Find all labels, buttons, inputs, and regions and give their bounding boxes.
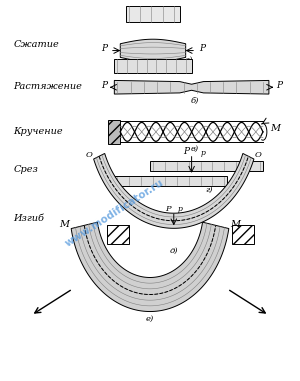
Bar [150, 162, 263, 171]
Text: Срез: Срез [13, 165, 38, 174]
Text: г): г) [206, 186, 213, 194]
Text: P: P [183, 147, 189, 157]
Text: M: M [230, 220, 240, 229]
Text: M: M [60, 220, 70, 229]
Text: M: M [270, 124, 280, 133]
Text: P: P [199, 44, 205, 53]
Bar [114, 176, 227, 186]
Polygon shape [114, 80, 269, 94]
Text: P: P [101, 81, 107, 90]
Text: Изгиб: Изгиб [13, 215, 44, 223]
Text: www.modificator.ru: www.modificator.ru [63, 178, 166, 249]
Text: Растяжение: Растяжение [13, 82, 82, 91]
Text: б): б) [190, 97, 199, 105]
Bar [114, 59, 192, 73]
Text: O: O [86, 151, 93, 159]
Text: р: р [201, 149, 206, 157]
Text: р: р [177, 205, 182, 213]
Bar [126, 6, 180, 22]
Bar [107, 224, 129, 244]
Polygon shape [120, 39, 186, 62]
Polygon shape [71, 222, 229, 312]
Text: а): а) [184, 56, 193, 64]
Polygon shape [94, 154, 254, 228]
Text: Сжатие: Сжатие [13, 40, 59, 50]
Bar [108, 120, 120, 144]
Text: д): д) [169, 247, 178, 255]
Text: P: P [276, 81, 282, 90]
Text: е): е) [146, 315, 154, 323]
Text: Кручение: Кручение [13, 127, 63, 136]
Bar [232, 224, 254, 244]
Text: P: P [101, 44, 107, 53]
Text: O: O [255, 151, 262, 159]
Text: в): в) [190, 145, 199, 153]
Text: P: P [165, 205, 171, 213]
